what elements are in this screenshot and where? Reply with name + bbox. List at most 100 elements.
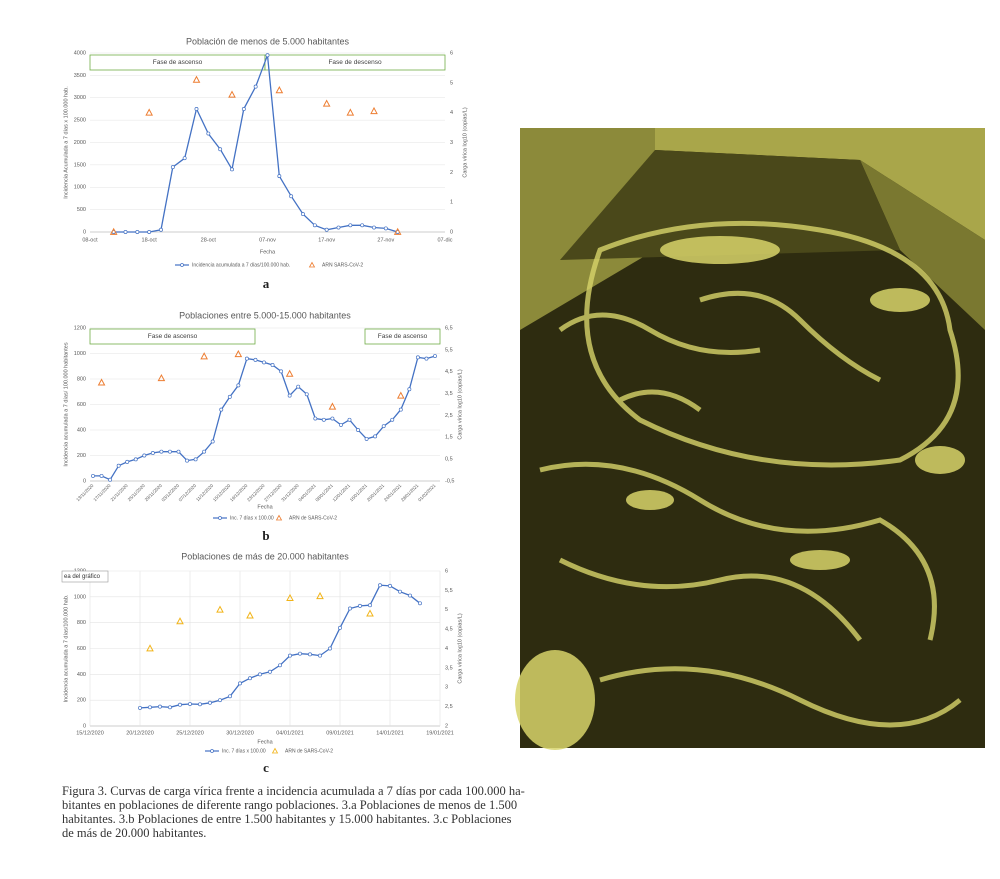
series-point xyxy=(91,473,95,478)
series-line xyxy=(113,54,398,233)
x-tick-label: 17-nov xyxy=(318,237,335,243)
panel-label: a xyxy=(263,276,270,291)
series-point xyxy=(170,165,175,170)
y-tick-label: 2000 xyxy=(74,140,86,146)
phase-label: Fase de ascenso xyxy=(153,59,203,66)
y-tick-label: 800 xyxy=(77,376,86,382)
series-point xyxy=(218,698,222,703)
legend-marker xyxy=(218,516,222,520)
y-tick-label: 1000 xyxy=(74,185,86,191)
series-point xyxy=(138,705,142,710)
arn-triangle xyxy=(234,349,243,358)
y2-tick-label: 4,5 xyxy=(445,369,453,375)
arn-triangle xyxy=(109,227,118,235)
y-tick-label: 1200 xyxy=(74,325,86,331)
series-line xyxy=(93,355,436,481)
series-point xyxy=(398,589,402,594)
arn-triangle xyxy=(216,605,224,613)
y-tick-label: 2500 xyxy=(74,118,86,124)
arn-triangle xyxy=(97,378,106,386)
arn-triangle xyxy=(228,90,236,98)
legend-label: Inc. 7 días x 100.00 xyxy=(230,515,274,521)
series-point xyxy=(368,603,372,608)
caption-line: Figura 3. Curvas de carga vírica frente … xyxy=(62,784,525,798)
series-point xyxy=(301,212,305,217)
arn-triangle xyxy=(328,402,337,410)
series-point xyxy=(418,601,422,606)
series-point xyxy=(206,131,211,136)
series-point xyxy=(238,681,242,686)
series-point xyxy=(147,230,152,234)
y2-tick-label: 0,5 xyxy=(445,457,453,463)
y2-tick-label: -0,5 xyxy=(445,478,454,484)
x-axis-label: Fecha xyxy=(257,504,273,510)
series-point xyxy=(321,417,326,422)
series-point xyxy=(248,676,252,681)
series-point xyxy=(253,84,258,89)
series-point xyxy=(258,672,262,677)
x-tick-label: 19/01/2021 xyxy=(426,730,454,736)
chart: Poblaciones entre 5.000-15.000 habitante… xyxy=(63,310,463,543)
series-point xyxy=(415,355,420,360)
arn-triangle xyxy=(393,227,402,235)
series-point xyxy=(228,694,232,699)
series-point xyxy=(330,416,335,421)
series-point xyxy=(148,705,152,710)
legend-marker xyxy=(308,261,316,268)
y2-tick-label: 2 xyxy=(445,723,448,729)
x-axis-label: Fecha xyxy=(260,249,276,255)
y2-tick-label: 2,5 xyxy=(445,704,453,710)
photo-railing xyxy=(655,128,985,240)
tooltip: ea del gráfico xyxy=(64,574,101,580)
series-point xyxy=(383,226,388,231)
series-point xyxy=(236,383,241,388)
series-point xyxy=(167,449,172,454)
y-tick-label: 1500 xyxy=(74,162,86,168)
series-point xyxy=(135,230,140,234)
photo-foam xyxy=(539,220,962,728)
y-tick-label: 3000 xyxy=(74,95,86,101)
series-point xyxy=(182,156,187,161)
series-point xyxy=(210,439,215,444)
arn-triangle xyxy=(145,108,154,116)
x-tick-label: 04/01/2021 xyxy=(276,730,304,736)
series-point xyxy=(279,369,284,374)
series-point xyxy=(265,53,270,58)
arn-triangle xyxy=(286,593,294,602)
arn-triangle xyxy=(322,99,331,107)
y2-tick-label: 3,5 xyxy=(445,391,453,397)
series-point xyxy=(185,458,189,463)
y-tick-label: 1000 xyxy=(74,594,86,600)
x-tick-label: 25/12/2020 xyxy=(176,730,204,736)
series-point xyxy=(158,704,162,709)
y-axis-label: Incidencia acumulada a 7 días/100.000 ha… xyxy=(63,594,69,702)
series-point xyxy=(360,223,365,228)
y-tick-label: 0 xyxy=(83,478,86,484)
arn-triangle xyxy=(316,591,324,600)
arn-triangle xyxy=(200,352,208,360)
y2-axis-label: Carga vírica log10 (copias/L) xyxy=(457,369,463,439)
series-point xyxy=(408,593,412,598)
series-point xyxy=(407,387,412,392)
series-point xyxy=(202,449,207,454)
series-point xyxy=(188,702,192,706)
series-point xyxy=(168,705,172,710)
legend-label: ARN de SARS-CoV-2 xyxy=(289,515,337,521)
series-point xyxy=(381,424,386,429)
y2-tick-label: 0 xyxy=(450,229,453,235)
series-point xyxy=(218,147,223,152)
photo-water-far xyxy=(560,150,900,260)
series-point xyxy=(364,436,369,441)
y2-tick-label: 4 xyxy=(450,110,453,116)
arn-triangle xyxy=(370,106,378,115)
series-point xyxy=(296,384,301,389)
series-point xyxy=(372,225,376,230)
series-point xyxy=(268,669,272,674)
x-tick-label: 20/12/2020 xyxy=(126,730,154,736)
y2-axis-label: Carga vírica log10 (copias/L) xyxy=(457,613,463,683)
y2-tick-label: 6 xyxy=(450,50,453,56)
x-tick-label: 08-oct xyxy=(82,237,98,243)
y2-tick-label: 4 xyxy=(445,646,448,652)
arn-triangle xyxy=(346,108,355,116)
